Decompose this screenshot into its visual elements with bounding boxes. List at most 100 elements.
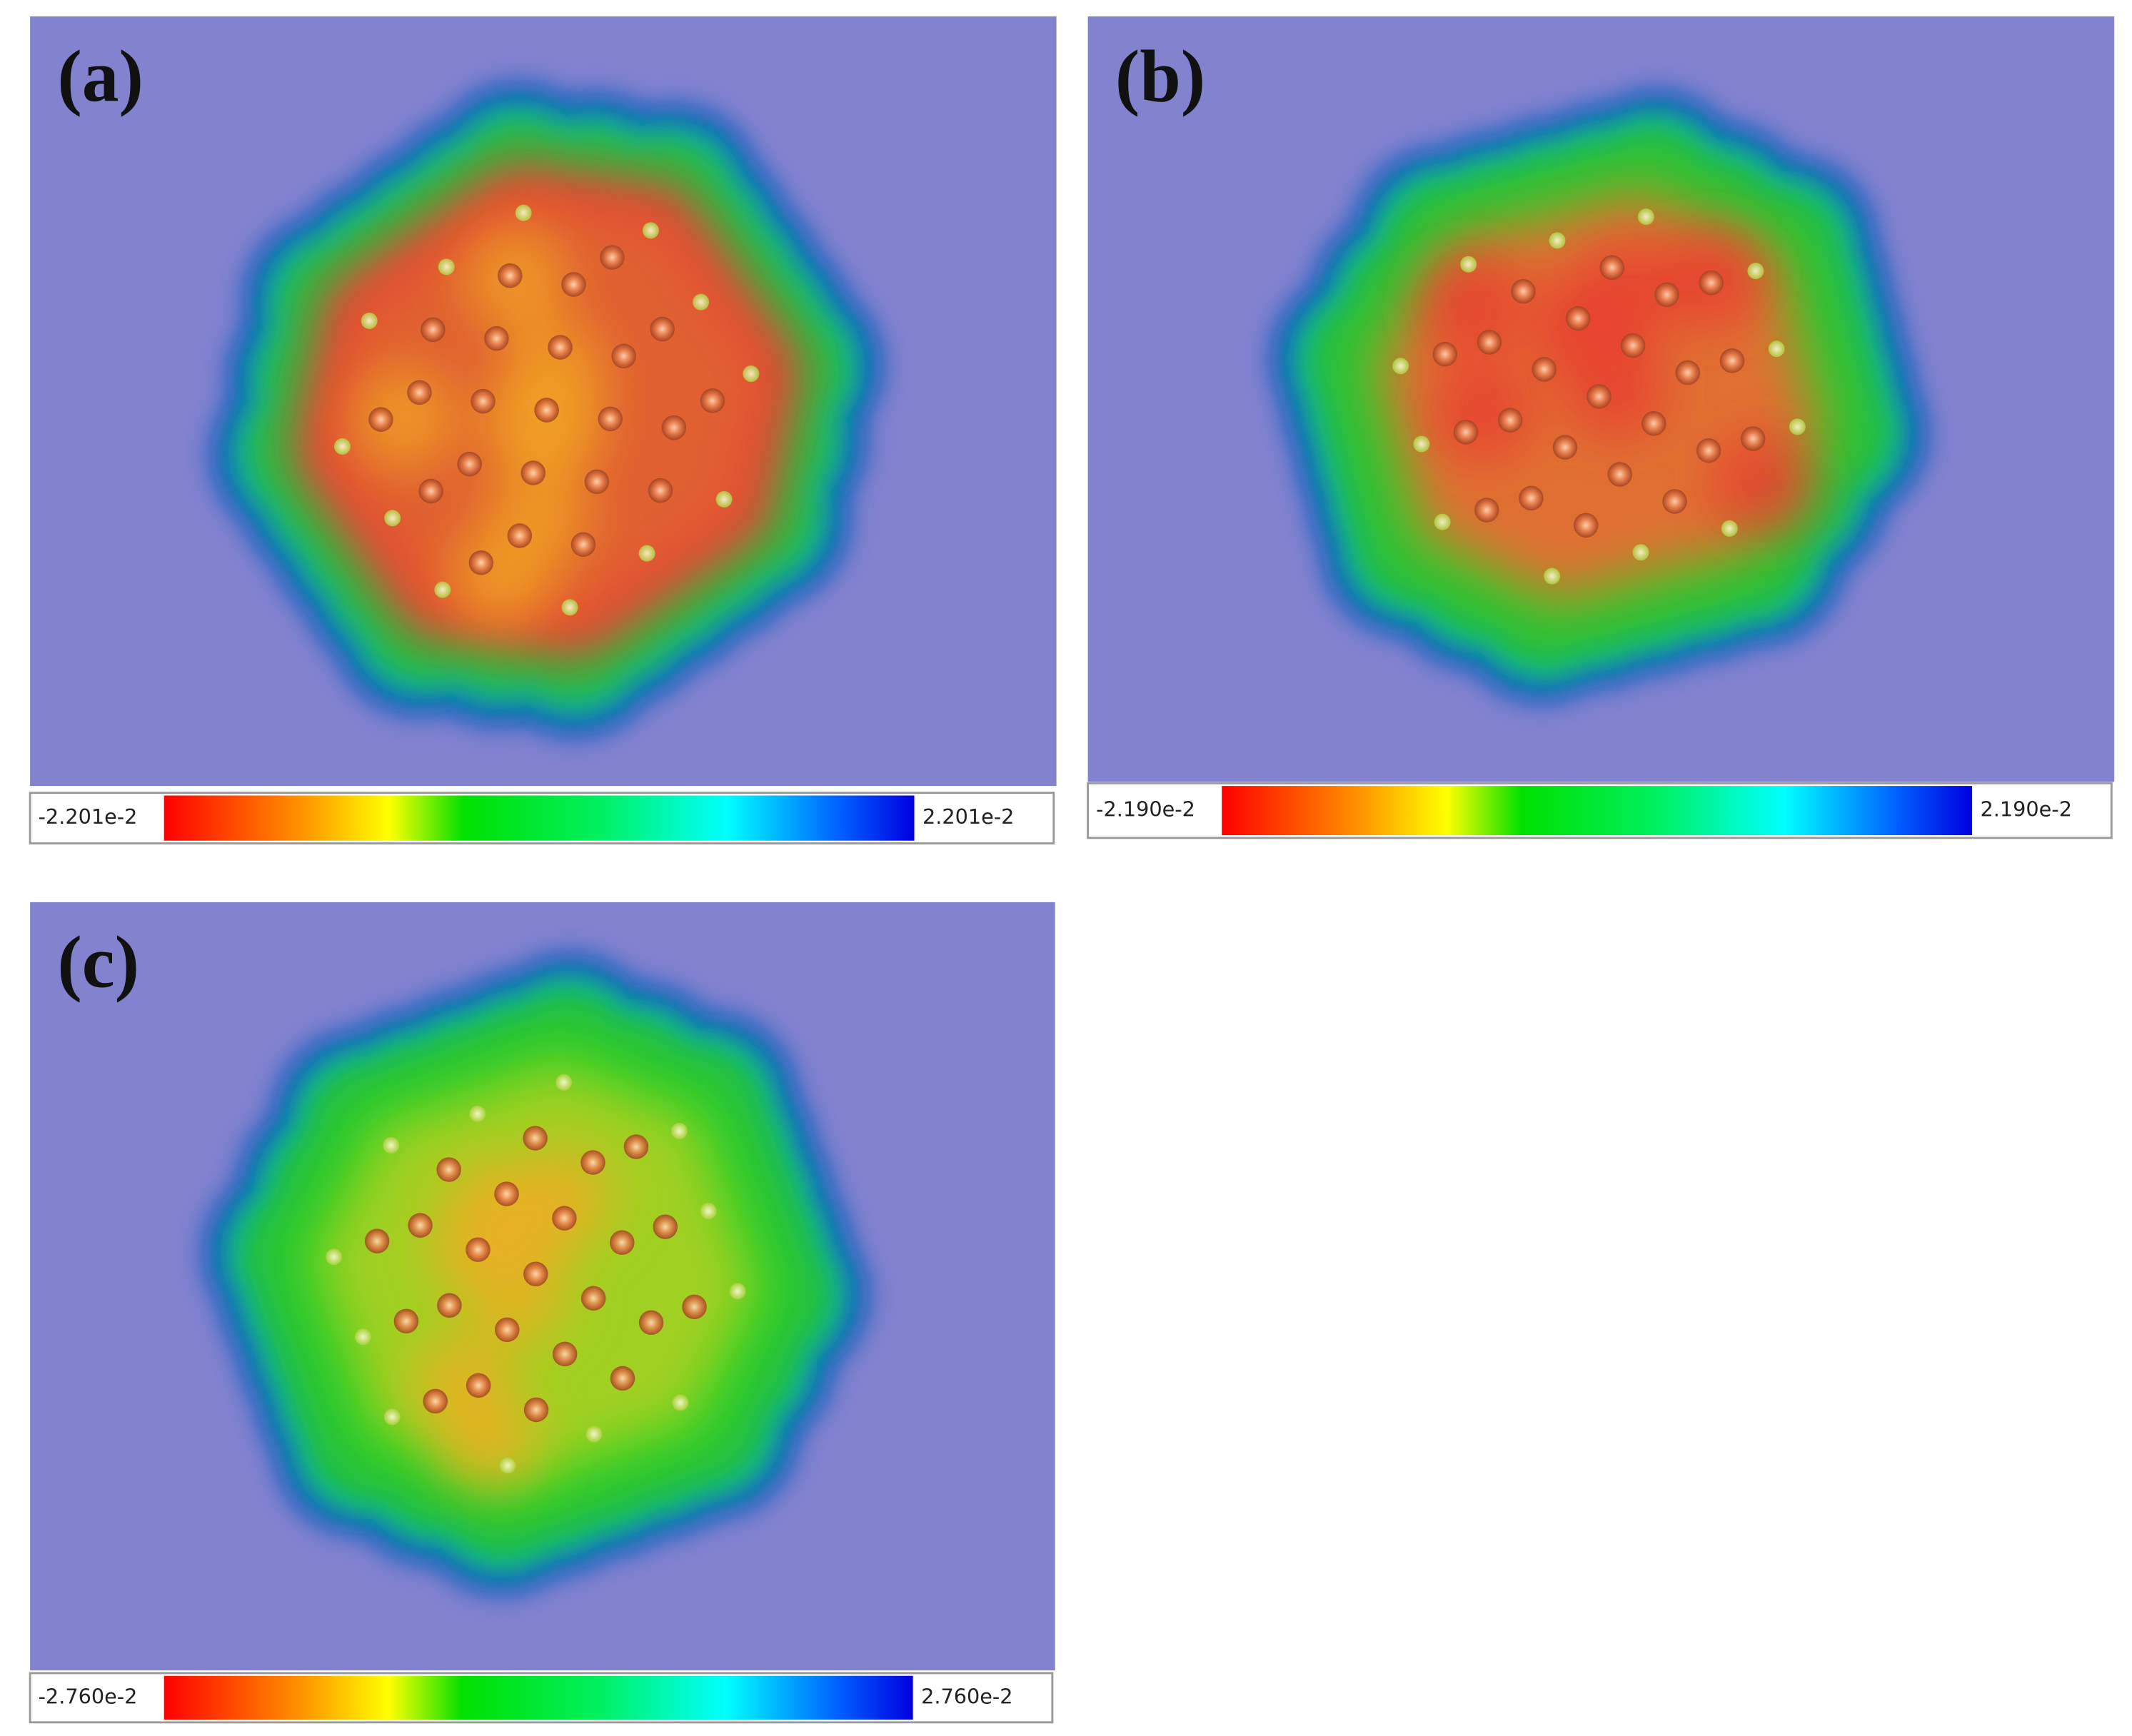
carbon-atom: [700, 388, 725, 413]
carbon-atom: [1519, 485, 1544, 511]
carbon-atom: [466, 1237, 491, 1262]
carbon-atom: [584, 469, 610, 495]
carbon-atom: [1587, 384, 1611, 409]
carbon-atom: [1497, 408, 1523, 433]
carbon-atom: [393, 1308, 419, 1334]
carbon-atom: [468, 550, 494, 575]
carbon-atom: [1566, 306, 1591, 331]
carbon-atom: [580, 1150, 605, 1175]
hydrogen-atom: [434, 581, 451, 598]
surface-lobe: [653, 1238, 753, 1338]
hydrogen-atom: [729, 1283, 746, 1300]
hydrogen-atom: [1434, 513, 1451, 530]
surface-lobe: [1419, 252, 1524, 357]
hydrogen-atom: [438, 258, 455, 276]
panel-label: (c): [57, 922, 139, 1004]
carbon-atom: [1641, 411, 1666, 436]
hydrogen-atom: [555, 1074, 573, 1091]
hydrogen-atom: [354, 1328, 371, 1346]
carbon-atom: [1573, 513, 1599, 538]
carbon-atom: [523, 1397, 549, 1423]
carbon-atom: [484, 326, 509, 351]
hydrogen-atom: [1747, 262, 1764, 279]
carbon-atom: [650, 316, 675, 342]
carbon-atom: [498, 263, 523, 288]
carbon-atom: [661, 415, 687, 440]
carbon-atom: [368, 407, 393, 432]
carbon-atom: [1474, 498, 1499, 523]
carbon-atom: [521, 460, 545, 485]
carbon-atom: [1620, 333, 1646, 358]
hydrogen-atom: [333, 438, 351, 455]
carbon-atom: [1740, 426, 1766, 451]
carbon-atom: [1552, 435, 1578, 460]
colorbar: [1222, 786, 1973, 836]
carbon-atom: [437, 1293, 462, 1318]
esp-panel: (b) -2.190e-2 2.190e-2: [1087, 16, 2115, 839]
carbon-atom: [653, 1214, 678, 1239]
carbon-atom: [598, 406, 623, 432]
carbon-atom: [1654, 282, 1679, 308]
hydrogen-atom: [383, 1137, 400, 1154]
colorbar: [164, 795, 915, 841]
carbon-atom: [611, 343, 636, 369]
carbon-atom: [523, 1261, 548, 1286]
hydrogen-atom: [638, 545, 655, 562]
hydrogen-atom: [670, 1123, 688, 1140]
panel-label: (b): [1115, 36, 1205, 118]
hydrogen-atom: [642, 222, 659, 239]
hydrogen-atom: [1392, 358, 1409, 375]
carbon-atom: [1719, 348, 1745, 373]
carbon-atom: [408, 1213, 433, 1238]
hydrogen-atom: [499, 1457, 516, 1474]
colorbar-max: 2.760e-2: [921, 1684, 1012, 1708]
esp-panel: (a) -2.201e-2 2.201e-2: [29, 16, 1057, 844]
surface-lobe: [1710, 432, 1815, 537]
carbon-atom: [495, 1317, 520, 1343]
carbon-atom: [1675, 360, 1701, 385]
surface-lobe: [1564, 336, 1669, 440]
hydrogen-atom: [1789, 418, 1806, 435]
atoms: [1392, 208, 1806, 585]
atoms: [333, 204, 760, 616]
panel-label: (a): [57, 36, 144, 118]
carbon-atom: [1599, 255, 1625, 281]
hydrogen-atom: [384, 510, 401, 527]
carbon-atom: [1477, 330, 1502, 355]
carbon-atom: [552, 1341, 578, 1367]
hydrogen-atom: [693, 293, 710, 311]
colorbar-max: 2.201e-2: [922, 804, 1014, 829]
carbon-atom: [1532, 357, 1557, 382]
carbon-atom: [1662, 489, 1687, 514]
surface-lobe: [667, 330, 765, 430]
hydrogen-atom: [1632, 544, 1649, 561]
hydrogen-atom: [326, 1248, 343, 1266]
hydrogen-atom: [585, 1425, 603, 1443]
carbon-atom: [507, 523, 533, 548]
hydrogen-atom: [1549, 232, 1566, 249]
carbon-atom: [1453, 420, 1479, 445]
molecule-surface: [212, 84, 881, 736]
carbon-atom: [610, 1230, 635, 1255]
carbon-atom: [570, 532, 596, 557]
carbon-atom: [471, 388, 496, 414]
hydrogen-atom: [700, 1203, 717, 1220]
carbon-atom: [364, 1228, 390, 1253]
hydrogen-atom: [672, 1394, 689, 1411]
carbon-atom: [534, 398, 559, 423]
hydrogen-atom: [515, 204, 532, 221]
carbon-atom: [648, 478, 673, 503]
molecule-surface: [1272, 92, 1926, 701]
hydrogen-atom: [743, 365, 760, 382]
hydrogen-atom: [1460, 256, 1477, 273]
surface-lobe: [503, 321, 607, 425]
carbon-atom: [1432, 341, 1458, 367]
colorbar-min: -2.190e-2: [1096, 797, 1195, 822]
colorbar-min: -2.201e-2: [39, 804, 138, 829]
carbon-atom: [494, 1181, 519, 1206]
carbon-atom: [423, 1388, 448, 1414]
carbon-atom: [610, 1366, 635, 1391]
hydrogen-atom: [1768, 340, 1785, 358]
carbon-atom: [436, 1157, 461, 1182]
